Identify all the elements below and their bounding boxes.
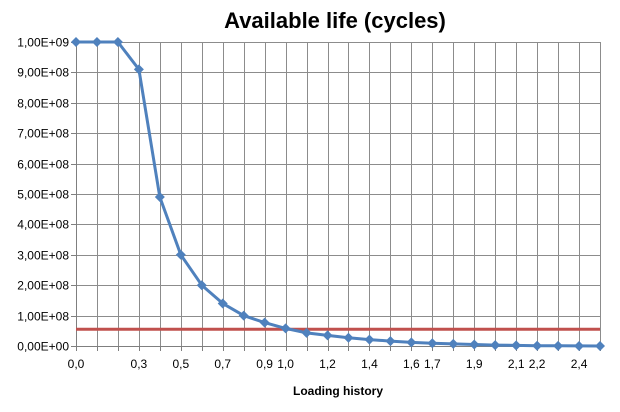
y-tick-label: 8,00E+08 (17, 97, 69, 111)
x-tick-label: 2,4 (571, 357, 588, 371)
data-point-marker (301, 327, 312, 338)
y-axis-tick-labels: 0,00E+00 1,00E+08 2,00E+08 3,00E+08 4,00E+08… (17, 36, 69, 354)
y-tick-label: 0,00E+00 (17, 340, 69, 354)
data-point-marker (238, 310, 249, 321)
x-tick-label: 1,4 (361, 357, 378, 371)
series (71, 37, 605, 351)
data-point-marker (196, 280, 207, 291)
gridlines (76, 42, 601, 346)
data-point-marker (469, 339, 480, 350)
x-tick-label: 0,0 (68, 357, 85, 371)
x-tick-label: 0,7 (214, 357, 231, 371)
data-point-marker (448, 338, 459, 349)
data-point-marker (322, 330, 333, 341)
chart-title: Available life (cycles) (224, 8, 446, 33)
data-point-marker (71, 37, 81, 47)
x-tick-label: 0,9 (256, 357, 273, 371)
y-tick-label: 9,00E+08 (17, 66, 69, 80)
data-point-marker (175, 249, 186, 260)
data-point-marker (427, 338, 438, 349)
y-tick-label: 3,00E+08 (17, 249, 69, 263)
x-tick-label: 1,7 (424, 357, 441, 371)
y-tick-label: 7,00E+08 (17, 127, 69, 141)
data-point-marker (343, 332, 354, 343)
axes (71, 42, 601, 351)
data-point-marker (553, 340, 564, 351)
x-tick-label: 2,2 (529, 357, 546, 371)
data-point-marker (280, 323, 291, 334)
data-point-marker (154, 192, 165, 203)
y-tick-label: 1,00E+08 (17, 310, 69, 324)
x-tick-label: 1,0 (277, 357, 294, 371)
data-point-marker (490, 340, 501, 351)
data-point-marker (91, 37, 102, 47)
data-point-marker (259, 317, 270, 328)
data-point-marker (511, 340, 522, 351)
data-point-marker (574, 340, 585, 351)
y-tick-label: 5,00E+08 (17, 188, 69, 202)
x-axis-tick-labels: 0,0 0,3 0,5 0,7 0,9 1,0 1,2 1,4 1,6 1,7 1,9 2,1 2,2 2… (68, 357, 588, 371)
data-point-marker (385, 336, 396, 347)
data-point-marker (217, 298, 228, 309)
y-tick-label: 1,00E+09 (17, 36, 69, 50)
data-point-marker (112, 37, 123, 47)
x-tick-label: 0,3 (131, 357, 148, 371)
x-tick-label: 0,5 (172, 357, 189, 371)
x-tick-label: 2,1 (508, 357, 525, 371)
x-tick-label: 1,6 (403, 357, 420, 371)
y-tick-label: 4,00E+08 (17, 218, 69, 232)
x-tick-label: 1,2 (319, 357, 336, 371)
y-tick-label: 2,00E+08 (17, 279, 69, 293)
data-point-marker (532, 340, 543, 351)
data-point-marker (364, 334, 375, 345)
y-tick-label: 6,00E+08 (17, 158, 69, 172)
data-point-marker (406, 337, 417, 348)
x-axis-title: Loading history (293, 384, 383, 398)
data-point-marker (133, 64, 144, 75)
x-tick-label: 1,9 (466, 357, 483, 371)
data-point-marker (595, 341, 605, 351)
